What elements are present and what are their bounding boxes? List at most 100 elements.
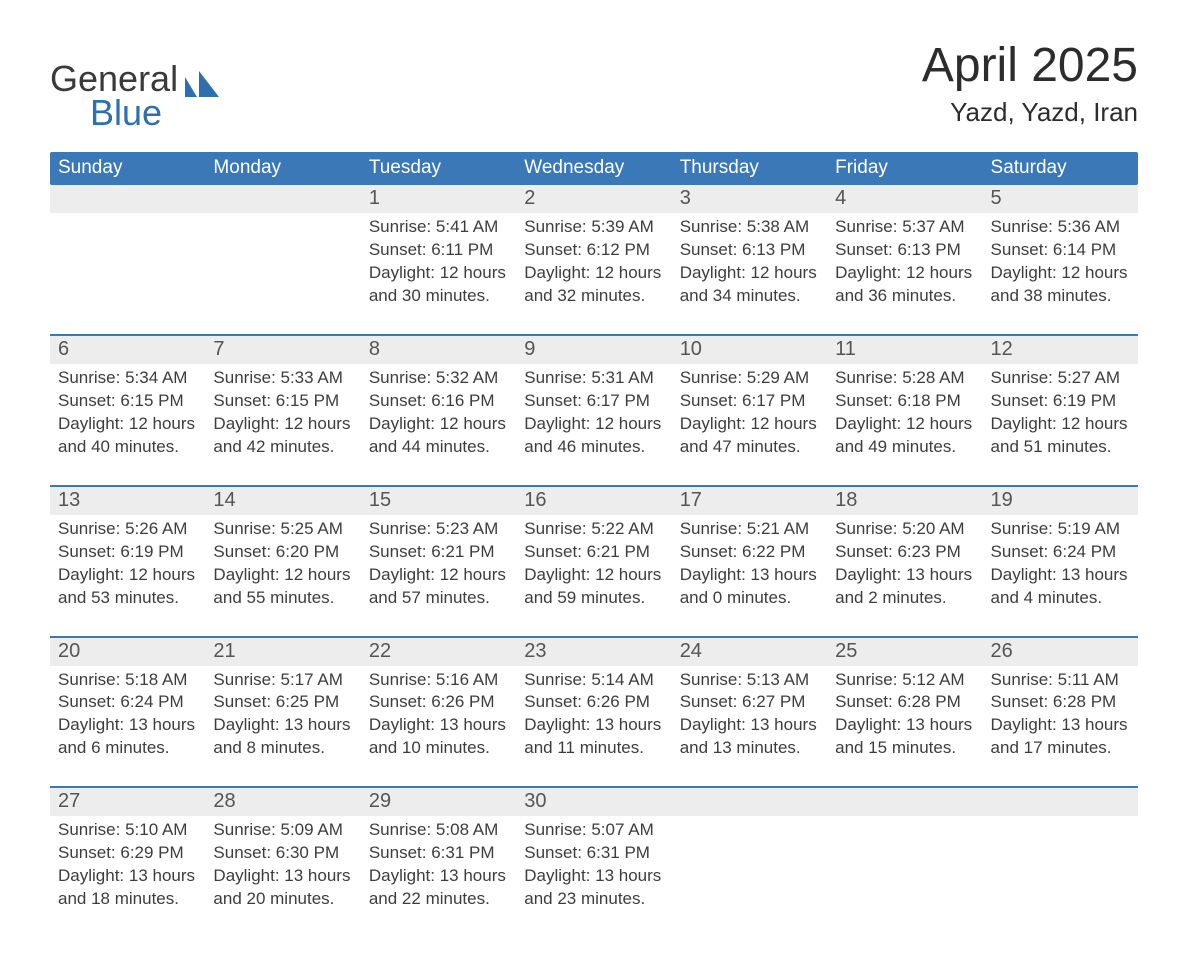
day-details: Sunrise: 5:23 AMSunset: 6:21 PMDaylight:… [367, 515, 510, 610]
sunset: Sunset: 6:28 PM [835, 691, 974, 714]
daylight-line-2: and 51 minutes. [991, 436, 1130, 459]
sunset: Sunset: 6:18 PM [835, 390, 974, 413]
day-number: 30 [516, 788, 671, 816]
day-cell: Sunrise: 5:32 AMSunset: 6:16 PMDaylight:… [361, 364, 516, 467]
sunset: Sunset: 6:24 PM [991, 541, 1130, 564]
sunrise: Sunrise: 5:34 AM [58, 367, 197, 390]
sunset: Sunset: 6:29 PM [58, 842, 197, 865]
day-details: Sunrise: 5:27 AMSunset: 6:19 PMDaylight:… [989, 364, 1132, 459]
day-details: Sunrise: 5:08 AMSunset: 6:31 PMDaylight:… [367, 816, 510, 911]
day-number: 18 [827, 487, 982, 515]
day-cell: Sunrise: 5:13 AMSunset: 6:27 PMDaylight:… [672, 666, 827, 769]
day-cell: Sunrise: 5:07 AMSunset: 6:31 PMDaylight:… [516, 816, 671, 919]
day-number [50, 185, 205, 213]
day-details [833, 816, 976, 819]
week: 20212223242526Sunrise: 5:18 AMSunset: 6:… [50, 636, 1138, 769]
daylight-line-1: Daylight: 13 hours [835, 564, 974, 587]
sunset: Sunset: 6:19 PM [58, 541, 197, 564]
sunrise: Sunrise: 5:13 AM [680, 669, 819, 692]
sunset: Sunset: 6:20 PM [213, 541, 352, 564]
sunrise: Sunrise: 5:25 AM [213, 518, 352, 541]
day-details: Sunrise: 5:11 AMSunset: 6:28 PMDaylight:… [989, 666, 1132, 761]
day-details: Sunrise: 5:32 AMSunset: 6:16 PMDaylight:… [367, 364, 510, 459]
day-cell: Sunrise: 5:22 AMSunset: 6:21 PMDaylight:… [516, 515, 671, 618]
dow-sunday: Sunday [50, 152, 205, 185]
day-number: 11 [827, 336, 982, 364]
daylight-line-2: and 22 minutes. [369, 888, 508, 911]
day-cell: Sunrise: 5:10 AMSunset: 6:29 PMDaylight:… [50, 816, 205, 919]
day-cell: Sunrise: 5:28 AMSunset: 6:18 PMDaylight:… [827, 364, 982, 467]
day-details: Sunrise: 5:09 AMSunset: 6:30 PMDaylight:… [211, 816, 354, 911]
day-body-row: Sunrise: 5:41 AMSunset: 6:11 PMDaylight:… [50, 213, 1138, 316]
sunrise: Sunrise: 5:33 AM [213, 367, 352, 390]
sunrise: Sunrise: 5:23 AM [369, 518, 508, 541]
day-details: Sunrise: 5:31 AMSunset: 6:17 PMDaylight:… [522, 364, 665, 459]
day-cell: Sunrise: 5:39 AMSunset: 6:12 PMDaylight:… [516, 213, 671, 316]
sunset: Sunset: 6:24 PM [58, 691, 197, 714]
day-cell: Sunrise: 5:26 AMSunset: 6:19 PMDaylight:… [50, 515, 205, 618]
sunset: Sunset: 6:17 PM [680, 390, 819, 413]
day-number: 6 [50, 336, 205, 364]
day-details: Sunrise: 5:21 AMSunset: 6:22 PMDaylight:… [678, 515, 821, 610]
day-number: 25 [827, 638, 982, 666]
day-number: 10 [672, 336, 827, 364]
day-details: Sunrise: 5:12 AMSunset: 6:28 PMDaylight:… [833, 666, 976, 761]
daylight-line-1: Daylight: 12 hours [58, 564, 197, 587]
day-cell: Sunrise: 5:33 AMSunset: 6:15 PMDaylight:… [205, 364, 360, 467]
sunset: Sunset: 6:31 PM [369, 842, 508, 865]
sunset: Sunset: 6:13 PM [680, 239, 819, 262]
daylight-line-1: Daylight: 13 hours [213, 865, 352, 888]
day-cell: Sunrise: 5:17 AMSunset: 6:25 PMDaylight:… [205, 666, 360, 769]
daylight-line-1: Daylight: 12 hours [58, 413, 197, 436]
day-cell: Sunrise: 5:11 AMSunset: 6:28 PMDaylight:… [983, 666, 1138, 769]
day-details: Sunrise: 5:37 AMSunset: 6:13 PMDaylight:… [833, 213, 976, 308]
sunrise: Sunrise: 5:14 AM [524, 669, 663, 692]
daylight-line-2: and 49 minutes. [835, 436, 974, 459]
daylight-line-1: Daylight: 13 hours [835, 714, 974, 737]
day-number: 14 [205, 487, 360, 515]
daylight-line-2: and 32 minutes. [524, 285, 663, 308]
daylight-line-1: Daylight: 12 hours [991, 262, 1130, 285]
sunrise: Sunrise: 5:32 AM [369, 367, 508, 390]
day-number: 8 [361, 336, 516, 364]
day-body-row: Sunrise: 5:34 AMSunset: 6:15 PMDaylight:… [50, 364, 1138, 467]
day-number-row: 12345 [50, 185, 1138, 213]
day-details: Sunrise: 5:16 AMSunset: 6:26 PMDaylight:… [367, 666, 510, 761]
day-details: Sunrise: 5:14 AMSunset: 6:26 PMDaylight:… [522, 666, 665, 761]
day-details [678, 816, 821, 819]
daylight-line-1: Daylight: 12 hours [213, 413, 352, 436]
sunrise: Sunrise: 5:41 AM [369, 216, 508, 239]
sunrise: Sunrise: 5:17 AM [213, 669, 352, 692]
daylight-line-2: and 15 minutes. [835, 737, 974, 760]
day-number [672, 788, 827, 816]
day-details: Sunrise: 5:26 AMSunset: 6:19 PMDaylight:… [56, 515, 199, 610]
day-number: 3 [672, 185, 827, 213]
day-number: 27 [50, 788, 205, 816]
sunset: Sunset: 6:21 PM [524, 541, 663, 564]
day-number: 5 [983, 185, 1138, 213]
daylight-line-2: and 46 minutes. [524, 436, 663, 459]
daylight-line-2: and 30 minutes. [369, 285, 508, 308]
sunset: Sunset: 6:15 PM [213, 390, 352, 413]
day-number [827, 788, 982, 816]
day-number: 22 [361, 638, 516, 666]
sunset: Sunset: 6:26 PM [524, 691, 663, 714]
day-number: 28 [205, 788, 360, 816]
day-number: 26 [983, 638, 1138, 666]
sunset: Sunset: 6:15 PM [58, 390, 197, 413]
day-cell: Sunrise: 5:20 AMSunset: 6:23 PMDaylight:… [827, 515, 982, 618]
sunrise: Sunrise: 5:36 AM [991, 216, 1130, 239]
day-details: Sunrise: 5:20 AMSunset: 6:23 PMDaylight:… [833, 515, 976, 610]
calendar: Sunday Monday Tuesday Wednesday Thursday… [50, 152, 1138, 919]
sunrise: Sunrise: 5:09 AM [213, 819, 352, 842]
daylight-line-2: and 38 minutes. [991, 285, 1130, 308]
daylight-line-2: and 4 minutes. [991, 587, 1130, 610]
dow-wednesday: Wednesday [516, 152, 671, 185]
day-details [56, 213, 199, 216]
week: 12345Sunrise: 5:41 AMSunset: 6:11 PMDayl… [50, 185, 1138, 316]
daylight-line-1: Daylight: 12 hours [369, 564, 508, 587]
sunset: Sunset: 6:31 PM [524, 842, 663, 865]
day-cell: Sunrise: 5:34 AMSunset: 6:15 PMDaylight:… [50, 364, 205, 467]
day-cell: Sunrise: 5:14 AMSunset: 6:26 PMDaylight:… [516, 666, 671, 769]
day-number: 20 [50, 638, 205, 666]
